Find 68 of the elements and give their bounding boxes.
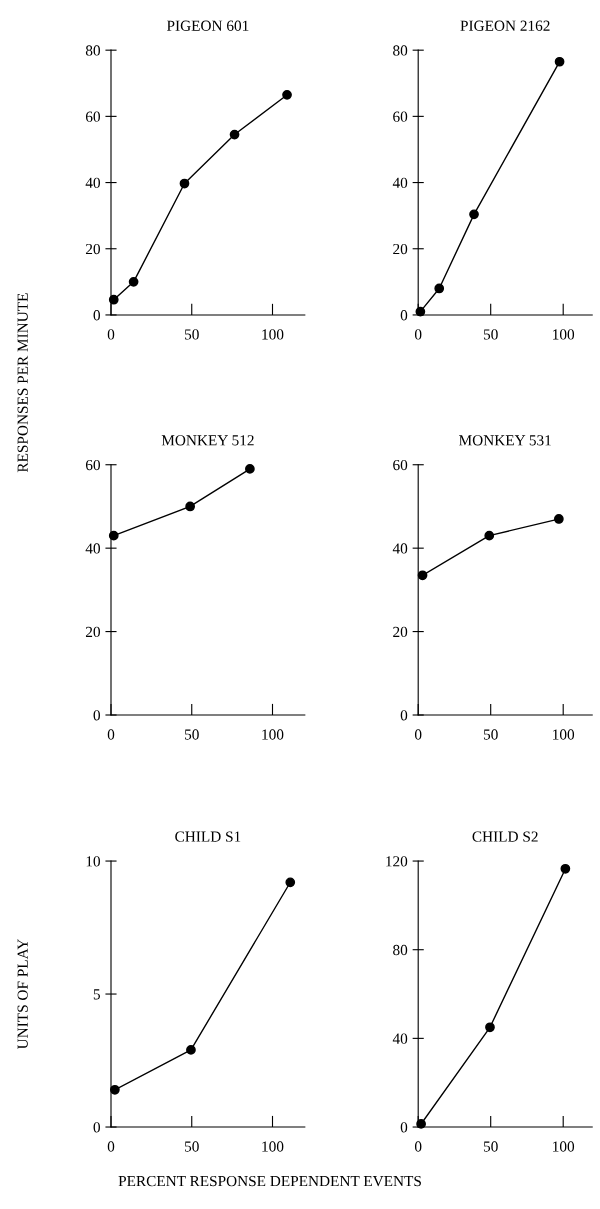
y-tick-label: 60	[393, 459, 408, 471]
x-tick-label: 100	[262, 329, 284, 340]
y-tick-label: 0	[400, 710, 408, 721]
y-tick-label: 20	[85, 626, 100, 638]
x-tick-label: 50	[185, 1141, 199, 1152]
y-tick-label: 40	[85, 543, 100, 554]
x-tick-label: 0	[414, 729, 422, 740]
y-tick-label: 0	[400, 310, 408, 321]
chart-title: CHILD S2	[472, 831, 538, 842]
y-tick-label: 40	[392, 543, 408, 554]
x-tick-label: 0	[107, 329, 115, 340]
x-tick-label: 100	[553, 329, 575, 340]
x-tick-label: 50	[483, 729, 498, 740]
y-tick-label: 20	[85, 243, 100, 255]
y-tick-label: 20	[393, 243, 408, 255]
x-tick-label: 50	[185, 729, 199, 740]
y-tick-label: 5	[93, 989, 100, 1000]
chart-title: CHILD S1	[175, 831, 241, 842]
chart-title: PIGEON 601	[166, 20, 249, 31]
y-tick-label: 80	[393, 944, 408, 956]
x-tick-label: 0	[414, 1141, 422, 1152]
point	[285, 877, 296, 888]
x-tick-label: 100	[553, 1141, 575, 1152]
point	[179, 178, 190, 189]
y-tick-label: 20	[393, 626, 408, 638]
chart-title: MONKEY 512	[161, 435, 254, 446]
point	[229, 129, 240, 140]
y-tick-label: 60	[393, 111, 408, 122]
x-tick-label: 100	[262, 729, 284, 740]
x-axis-title: PERCENT RESPONSE DEPENDENT EVENTS	[118, 1175, 421, 1187]
chart-title: PIGEON 2162	[460, 20, 550, 31]
point	[469, 209, 479, 220]
y-tick-label: 120	[386, 856, 408, 867]
point	[245, 464, 255, 474]
x-tick-label: 100	[553, 729, 575, 740]
x-tick-label: 0	[414, 329, 422, 340]
point	[282, 89, 292, 100]
point	[484, 530, 495, 541]
point	[485, 1022, 495, 1033]
point	[560, 863, 571, 874]
x-tick-label: 100	[262, 1141, 284, 1152]
point	[554, 56, 565, 67]
x-tick-label: 50	[483, 1141, 498, 1152]
point	[434, 283, 445, 294]
y-tick-label: 0	[93, 310, 100, 321]
point	[128, 276, 139, 287]
y-tick-label: 60	[85, 111, 100, 122]
y-tick-label: 40	[85, 177, 100, 189]
y-axis-title: UNITS OF PLAY	[17, 939, 28, 1050]
y-tick-label: 10	[86, 856, 100, 867]
y-tick-label: 60	[85, 459, 100, 471]
y-axis-title: RESPONSES PER MINUTE	[17, 293, 28, 473]
x-tick-label: 0	[107, 729, 115, 740]
y-tick-label: 0	[93, 710, 100, 721]
y-tick-label: 0	[93, 1122, 100, 1133]
y-tick-label: 80	[85, 45, 100, 56]
y-tick-label: 40	[392, 1033, 408, 1044]
x-tick-label: 50	[483, 329, 498, 340]
point	[186, 1045, 196, 1055]
point	[553, 514, 564, 524]
y-tick-label: 0	[400, 1122, 408, 1133]
point	[417, 570, 428, 581]
x-tick-label: 50	[185, 329, 199, 340]
y-tick-label: 80	[393, 45, 408, 56]
x-tick-label: 0	[107, 1141, 115, 1152]
point	[185, 501, 195, 512]
y-tick-label: 40	[392, 177, 408, 189]
chart-title: MONKEY 531	[459, 435, 551, 446]
